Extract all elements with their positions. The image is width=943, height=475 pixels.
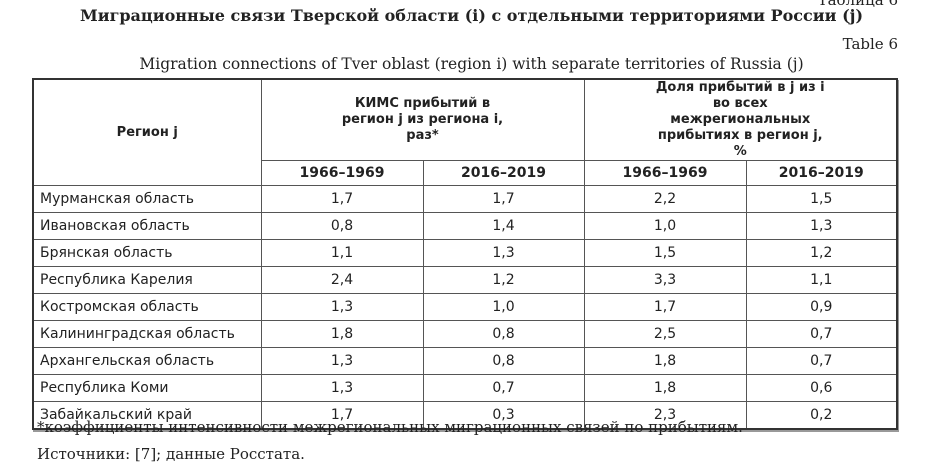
header-kims: КИМС прибытий в регион j из региона i, р… <box>260 78 585 161</box>
table-row: Архангельская область 1,3 0,8 1,8 0,7 <box>32 347 898 375</box>
value-cell: 1,7 <box>583 293 747 321</box>
value-cell: 1,3 <box>745 212 898 240</box>
caption-ru: Таблица 6 <box>817 0 898 9</box>
value-cell: 0,3 <box>422 401 585 430</box>
sources: Источники: [7]; данные Росстата. <box>37 445 305 463</box>
value-cell: 1,0 <box>422 293 585 321</box>
value-cell: 1,2 <box>422 266 585 294</box>
table-row: Мурманская область 1,7 1,7 2,2 1,5 <box>32 185 898 213</box>
table-row: Калининградская область 1,8 0,8 2,5 0,7 <box>32 320 898 348</box>
value-cell: 1,8 <box>583 374 747 402</box>
header-share: Доля прибытий в j из i во всех межрегион… <box>583 78 898 161</box>
value-cell: 2,5 <box>583 320 747 348</box>
value-cell: 1,4 <box>422 212 585 240</box>
value-cell: 0,8 <box>260 212 424 240</box>
table-row: Брянская область 1,1 1,3 1,5 1,2 <box>32 239 898 267</box>
header-share-text: Доля прибытий в j из i во всех межрегион… <box>655 80 825 159</box>
header-year: 2016–2019 <box>422 160 585 186</box>
value-cell: 0,7 <box>745 347 898 375</box>
region-cell: Мурманская область <box>32 185 262 213</box>
value-cell: 0,7 <box>745 320 898 348</box>
migration-table: Регион j КИМС прибытий в регион j из рег… <box>32 78 898 430</box>
region-cell: Ивановская область <box>32 212 262 240</box>
value-cell: 3,3 <box>583 266 747 294</box>
header-kims-text: КИМС прибытий в регион j из региона i, р… <box>341 96 504 143</box>
value-cell: 1,7 <box>260 401 424 430</box>
value-cell: 1,5 <box>583 239 747 267</box>
title-en: Migration connections of Tver oblast (re… <box>139 55 804 73</box>
value-cell: 1,3 <box>422 239 585 267</box>
region-cell: Костромская область <box>32 293 262 321</box>
region-cell: Калининградская область <box>32 320 262 348</box>
value-cell: 0,9 <box>745 293 898 321</box>
value-cell: 1,2 <box>745 239 898 267</box>
caption-en: Table 6 <box>842 35 898 53</box>
value-cell: 1,3 <box>260 347 424 375</box>
title-ru: Миграционные связи Тверской области (i) … <box>79 6 864 25</box>
footnote: *коэффициенты интенсивности межрегиональ… <box>37 418 743 436</box>
value-cell: 0,2 <box>745 401 898 430</box>
header-region: Регион j <box>32 78 262 186</box>
value-cell: 1,8 <box>583 347 747 375</box>
value-cell: 2,4 <box>260 266 424 294</box>
value-cell: 1,1 <box>260 239 424 267</box>
value-cell: 1,3 <box>260 293 424 321</box>
table-row: Забайкальский край 1,7 0,3 2,3 0,2 <box>32 401 898 430</box>
table-row: Республика Карелия 2,4 1,2 3,3 1,1 <box>32 266 898 294</box>
value-cell: 1,3 <box>260 374 424 402</box>
value-cell: 0,6 <box>745 374 898 402</box>
value-cell: 1,5 <box>745 185 898 213</box>
value-cell: 2,2 <box>583 185 747 213</box>
region-cell: Республика Карелия <box>32 266 262 294</box>
value-cell: 0,8 <box>422 347 585 375</box>
header-year: 2016–2019 <box>745 160 898 186</box>
region-cell: Брянская область <box>32 239 262 267</box>
value-cell: 1,7 <box>260 185 424 213</box>
table-row: Ивановская область 0,8 1,4 1,0 1,3 <box>32 212 898 240</box>
region-cell: Архангельская область <box>32 347 262 375</box>
header-year: 1966–1969 <box>260 160 424 186</box>
value-cell: 0,8 <box>422 320 585 348</box>
value-cell: 1,0 <box>583 212 747 240</box>
value-cell: 1,1 <box>745 266 898 294</box>
region-cell: Республика Коми <box>32 374 262 402</box>
table-row: Республика Коми 1,3 0,7 1,8 0,6 <box>32 374 898 402</box>
header-year: 1966–1969 <box>583 160 747 186</box>
table-row: Костромская область 1,3 1,0 1,7 0,9 <box>32 293 898 321</box>
value-cell: 0,7 <box>422 374 585 402</box>
region-cell: Забайкальский край <box>32 401 262 430</box>
value-cell: 1,8 <box>260 320 424 348</box>
value-cell: 2,3 <box>583 401 747 430</box>
value-cell: 1,7 <box>422 185 585 213</box>
